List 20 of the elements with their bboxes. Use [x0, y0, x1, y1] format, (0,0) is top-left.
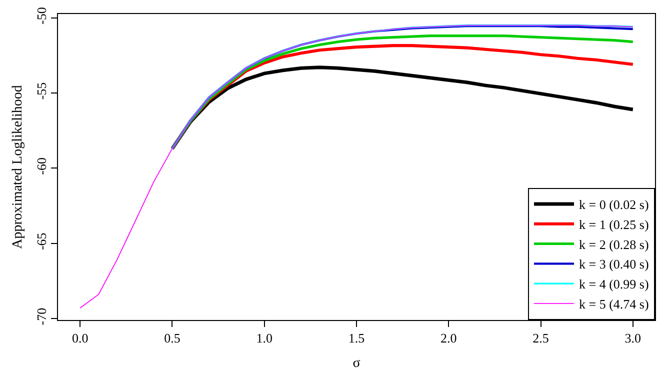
x-axis-title: σ: [352, 356, 361, 371]
legend-label: k = 1 (0.25 s): [579, 216, 649, 232]
legend-label: k = 5 (4.74 s): [579, 296, 649, 312]
x-tick-label: 0.0: [72, 330, 88, 346]
y-tick-label: -70: [34, 308, 49, 326]
y-tick-label: -65: [34, 232, 49, 250]
x-tick-label: 0.5: [164, 330, 180, 346]
y-tick-label: -55: [34, 82, 49, 100]
x-tick-label: 1.5: [348, 330, 365, 346]
legend-label: k = 4 (0.99 s): [579, 276, 649, 292]
legend-label: k = 2 (0.28 s): [579, 236, 649, 252]
y-axis-title: Approximated Loglikelihood: [10, 85, 26, 249]
x-tick-label: 2.0: [440, 330, 457, 346]
legend-label: k = 0 (0.02 s): [579, 197, 649, 212]
legend-label: k = 3 (0.40 s): [579, 256, 649, 272]
x-tick-label: 1.0: [256, 330, 272, 346]
x-tick-label: 3.0: [624, 330, 642, 346]
y-tick-label: -60: [34, 158, 49, 175]
y-tick-label: -50: [34, 7, 49, 24]
x-tick-label: 2.5: [532, 330, 549, 346]
